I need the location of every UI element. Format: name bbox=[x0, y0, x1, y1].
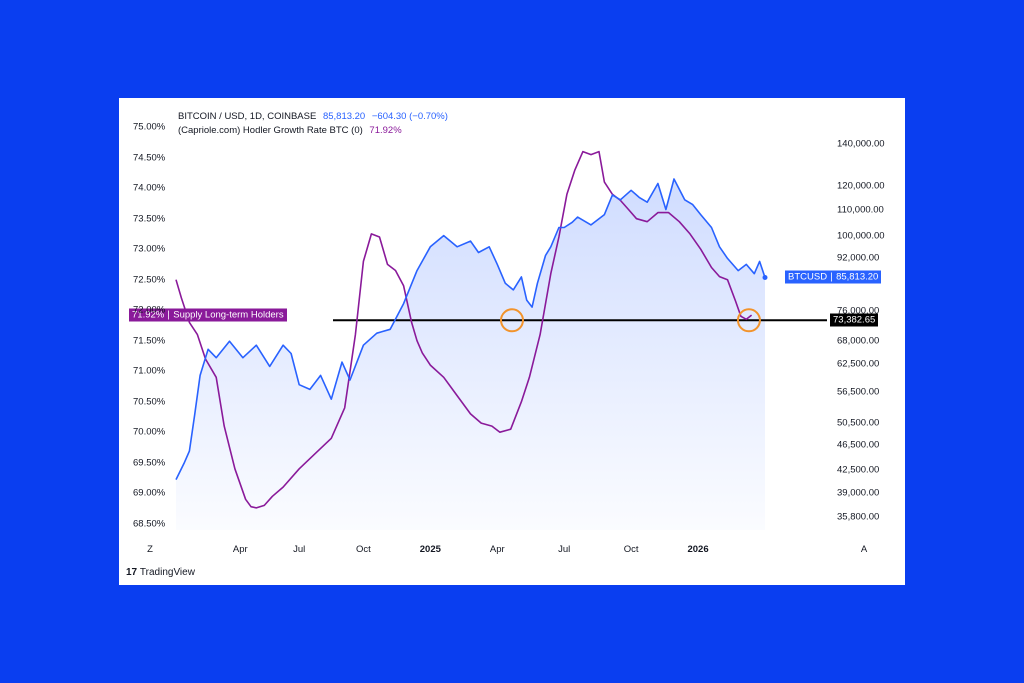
right-axis-tick-label: 56,500.00 bbox=[837, 386, 880, 398]
left-axis-tick-label: 75.00% bbox=[133, 121, 166, 133]
right-axis-tick-label: 50,500.00 bbox=[837, 417, 880, 429]
left-axis-tick-label: 69.00% bbox=[133, 487, 166, 499]
time-axis-tick-label: Jul bbox=[558, 544, 571, 555]
legend-hodler-row[interactable]: (Capriole.com) Hodler Growth Rate BTC (0… bbox=[178, 124, 448, 138]
hodler-value-tag: 71.92% Supply Long-term Holders bbox=[129, 308, 287, 322]
btcusd-series-line bbox=[175, 178, 766, 480]
right-axis-tick-label: 35,800.00 bbox=[837, 511, 880, 523]
right-axis-tick-label: 62,500.00 bbox=[837, 358, 880, 370]
hodler-tag-value: 71.92% bbox=[132, 309, 165, 321]
right-axis-tick-label: 92,000.00 bbox=[837, 252, 880, 264]
left-axis-tick-label: 74.00% bbox=[133, 182, 166, 194]
right-axis-tick-label: 76,000.00 bbox=[837, 305, 880, 317]
btcusd-tag-symbol: BTCUSD bbox=[788, 271, 828, 283]
left-axis-tick-label: 73.00% bbox=[133, 243, 166, 255]
chart-legend: BITCOIN / USD, 1D, COINBASE 85,813.20 −6… bbox=[178, 110, 448, 138]
legend-hodler-title: (Capriole.com) Hodler Growth Rate BTC (0… bbox=[178, 125, 363, 136]
time-axis-tick-label: Apr bbox=[232, 544, 248, 555]
legend-btc-title: BITCOIN / USD, 1D, COINBASE bbox=[178, 111, 317, 122]
legend-hodler-value: 71.92% bbox=[369, 125, 402, 136]
left-axis-tick-label: 68.50% bbox=[133, 518, 166, 530]
time-axis-tick-label: Jul bbox=[293, 544, 306, 555]
right-axis-tick-label: 46,500.00 bbox=[837, 439, 880, 451]
left-axis-tick-label: 71.00% bbox=[133, 365, 166, 377]
time-axis-tick-label: Z bbox=[147, 544, 153, 555]
tradingview-logo[interactable]: 17 TradingView bbox=[126, 567, 195, 578]
left-axis-tick-label: 72.50% bbox=[133, 274, 166, 286]
btcusd-last-point bbox=[762, 274, 768, 280]
left-axis-tick-label: 70.00% bbox=[133, 426, 166, 438]
left-axis-tick-label: 73.50% bbox=[133, 213, 166, 225]
chart-card: BITCOIN / USD, 1D, COINBASE 85,813.20 −6… bbox=[119, 98, 905, 585]
btcusd-area-fill bbox=[176, 179, 765, 530]
left-axis-tick-label: 72.00% bbox=[133, 304, 166, 316]
tradingview-logo-mark: 17 bbox=[126, 567, 138, 578]
tag-separator bbox=[831, 272, 833, 282]
time-axis-tick-label: Oct bbox=[356, 544, 371, 555]
highlight-circle-1 bbox=[499, 308, 524, 333]
time-axis-tick-label: 2025 bbox=[419, 544, 441, 555]
left-axis-tick-label: 74.50% bbox=[133, 152, 166, 164]
right-axis-tick-label: 140,000.00 bbox=[837, 138, 885, 150]
right-axis-tick-label: 110,000.00 bbox=[837, 204, 884, 216]
left-axis-tick-label: 69.50% bbox=[133, 457, 166, 469]
chart-plot[interactable] bbox=[119, 98, 905, 585]
right-axis-tick-label: 120,000.00 bbox=[837, 180, 885, 192]
hodler-tag-label: Supply Long-term Holders bbox=[173, 309, 284, 321]
legend-btc-value: 85,813.20 bbox=[322, 111, 366, 122]
time-axis-tick-label: 2026 bbox=[687, 544, 709, 555]
left-axis-tick-label: 70.50% bbox=[133, 396, 166, 408]
highlight-circle-2 bbox=[736, 308, 761, 333]
legend-btc-change: −604.30 (−0.70%) bbox=[371, 111, 448, 122]
btcusd-tag-price: 85,813.20 bbox=[836, 271, 879, 283]
right-axis-tick-label: 68,000.00 bbox=[837, 335, 880, 347]
left-axis-tick-label: 71.50% bbox=[133, 335, 166, 347]
right-axis-tick-label: 42,500.00 bbox=[837, 464, 880, 476]
legend-btc-row[interactable]: BITCOIN / USD, 1D, COINBASE 85,813.20 −6… bbox=[178, 110, 448, 124]
tag-separator bbox=[168, 310, 170, 320]
tradingview-logo-text: TradingView bbox=[139, 567, 195, 578]
time-axis-tick-label: A bbox=[860, 544, 868, 555]
btcusd-price-tag: BTCUSD 85,813.20 bbox=[785, 270, 882, 284]
right-axis-tick-label: 39,000.00 bbox=[837, 487, 880, 499]
horizontal-line-price-tag: 73,382.65 bbox=[830, 313, 879, 327]
time-axis-tick-label: Apr bbox=[489, 544, 505, 555]
time-axis-tick-label: Oct bbox=[623, 544, 639, 555]
hodler-growth-series-line bbox=[175, 150, 753, 509]
right-axis-tick-label: 100,000.00 bbox=[837, 230, 885, 242]
